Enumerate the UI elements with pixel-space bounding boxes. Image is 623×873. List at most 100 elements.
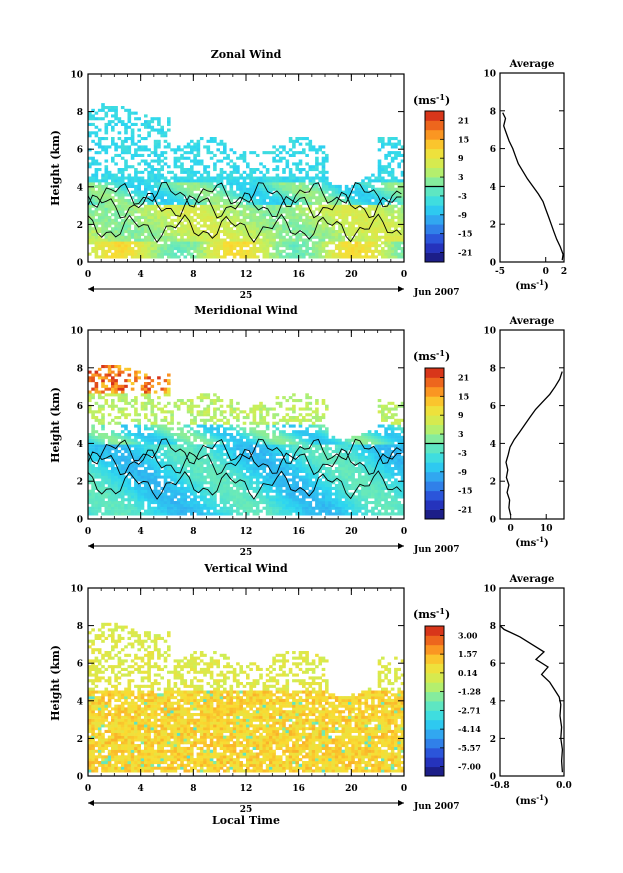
heatmap-cell bbox=[97, 464, 102, 468]
heatmap-cell bbox=[272, 182, 276, 186]
heatmap-cell bbox=[160, 444, 164, 448]
heatmap-cell bbox=[186, 170, 191, 174]
heatmap-cell bbox=[101, 492, 105, 496]
heatmap-cell bbox=[193, 184, 197, 188]
heatmap-cell bbox=[255, 433, 260, 437]
heatmap-cell bbox=[176, 447, 181, 451]
heatmap-cell bbox=[160, 433, 164, 437]
heatmap-cell bbox=[318, 252, 322, 256]
heatmap-cell bbox=[377, 170, 382, 174]
heatmap-cell bbox=[216, 255, 220, 259]
heatmap-cell bbox=[331, 196, 336, 200]
heatmap-cell bbox=[305, 213, 309, 217]
heatmap-cell bbox=[223, 199, 227, 203]
heatmap-cell bbox=[249, 421, 253, 425]
heatmap-cell bbox=[357, 255, 362, 259]
heatmap-cell bbox=[153, 184, 158, 188]
heatmap-cell bbox=[331, 232, 336, 236]
heatmap-cell bbox=[203, 461, 207, 465]
heatmap-cell bbox=[344, 227, 349, 231]
heatmap-cell bbox=[170, 227, 174, 231]
heatmap-cell bbox=[272, 204, 276, 208]
heatmap-cell bbox=[325, 252, 329, 256]
heatmap-cell bbox=[199, 467, 204, 471]
heatmap-cell bbox=[357, 190, 362, 194]
heatmap-cell bbox=[130, 153, 135, 157]
colorbar-segment bbox=[425, 205, 444, 216]
heatmap-cell bbox=[111, 235, 115, 239]
heatmap-cell bbox=[328, 193, 332, 197]
heatmap-cell bbox=[367, 204, 372, 208]
heatmap-cell bbox=[127, 232, 132, 236]
heatmap-cell bbox=[206, 232, 211, 236]
heatmap-cell bbox=[147, 444, 151, 448]
heatmap-cell bbox=[239, 495, 243, 499]
heatmap-cell bbox=[94, 501, 99, 505]
colorbar-segment bbox=[425, 158, 444, 168]
heatmap-cell bbox=[364, 241, 369, 245]
x-tick-label: 16 bbox=[292, 270, 305, 280]
heatmap-cell bbox=[321, 156, 326, 160]
heatmap-cell bbox=[298, 199, 303, 203]
heatmap-cell bbox=[259, 421, 263, 425]
heatmap-cell bbox=[315, 201, 319, 205]
heatmap-cell bbox=[199, 498, 204, 502]
heatmap-cell bbox=[190, 512, 194, 516]
heatmap-cell bbox=[117, 221, 122, 225]
heatmap-cell bbox=[219, 173, 224, 177]
heatmap-cell bbox=[186, 464, 191, 468]
heatmap-cell bbox=[377, 252, 382, 256]
heatmap-cell bbox=[226, 438, 230, 442]
heatmap-cell bbox=[101, 184, 105, 188]
heatmap-cell bbox=[400, 159, 405, 163]
heatmap-cell bbox=[223, 241, 227, 245]
heatmap-cell bbox=[302, 249, 306, 253]
heatmap-cell bbox=[104, 503, 109, 507]
heatmap-cell bbox=[269, 201, 273, 205]
heatmap-cell bbox=[311, 182, 316, 186]
heatmap-cell bbox=[209, 495, 214, 499]
heatmap-cell bbox=[255, 484, 260, 488]
heatmap-cell bbox=[153, 145, 158, 149]
heatmap-cell bbox=[170, 232, 174, 236]
heatmap-cell bbox=[259, 435, 263, 439]
heatmap-cell bbox=[107, 489, 112, 493]
heatmap-cell bbox=[357, 182, 362, 186]
heatmap-cell bbox=[94, 235, 99, 239]
heatmap-cell bbox=[150, 221, 155, 225]
heatmap-cell bbox=[381, 249, 385, 253]
heatmap-cell bbox=[117, 241, 122, 245]
heatmap-cell bbox=[325, 215, 329, 219]
heatmap-cell bbox=[124, 512, 128, 516]
heatmap-cell bbox=[104, 122, 109, 126]
heatmap-cell bbox=[170, 249, 174, 253]
heatmap-cell bbox=[252, 224, 257, 228]
heatmap-cell bbox=[140, 244, 145, 248]
heatmap-cell bbox=[144, 218, 148, 222]
heatmap-cell bbox=[374, 235, 378, 239]
heatmap-cell bbox=[91, 430, 95, 434]
heatmap-cell bbox=[124, 227, 128, 231]
heatmap-cell bbox=[91, 455, 95, 459]
heatmap-cell bbox=[213, 506, 217, 510]
heatmap-cell bbox=[381, 182, 385, 186]
heatmap-cell bbox=[209, 213, 214, 217]
heatmap-cell bbox=[130, 450, 135, 454]
heatmap-cell bbox=[259, 452, 263, 456]
heatmap-cell bbox=[183, 441, 188, 445]
heatmap-cell bbox=[137, 452, 141, 456]
heatmap-cell bbox=[160, 218, 164, 222]
heatmap-cell bbox=[216, 424, 220, 428]
heatmap-cell bbox=[232, 503, 237, 507]
heatmap-cell bbox=[282, 187, 286, 191]
heatmap-cell bbox=[223, 481, 227, 485]
heatmap-cell bbox=[239, 472, 243, 476]
heatmap-cell bbox=[167, 227, 171, 231]
heatmap-cell bbox=[147, 472, 151, 476]
heatmap-cell bbox=[196, 227, 201, 231]
heatmap-cell bbox=[203, 438, 207, 442]
heatmap-cell bbox=[246, 224, 250, 228]
heatmap-cell bbox=[127, 367, 132, 371]
heatmap-cell bbox=[157, 475, 161, 479]
heatmap-cell bbox=[269, 503, 273, 507]
